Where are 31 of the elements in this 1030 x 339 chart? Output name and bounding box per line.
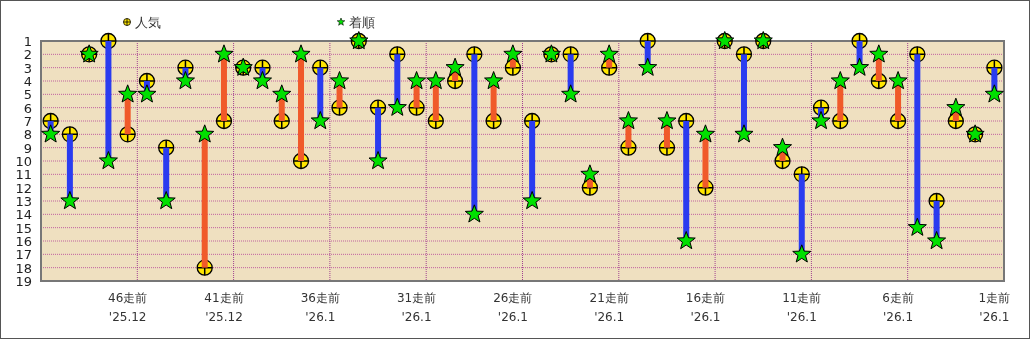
y-tick-label: 12 (15, 180, 32, 196)
y-tick-label: 16 (15, 234, 32, 249)
x-tick-label: 31走前 '26.1 (396, 291, 437, 324)
y-tick-label: 3 (23, 60, 32, 76)
y-tick-label: 4 (23, 74, 32, 89)
x-tick-label: 46走前 '25.12 (108, 291, 148, 324)
y-tick-label: 18 (15, 260, 32, 276)
x-tick-label: 6走前 '26.1 (882, 291, 914, 324)
y-tick-label: 1 (23, 34, 32, 49)
y-tick-label: 10 (15, 154, 32, 169)
y-tick-label: 15 (15, 220, 32, 236)
y-tick-label: 17 (15, 247, 32, 263)
y-tick-label: 9 (23, 140, 32, 156)
x-tick-label: 26走前 '26.1 (493, 291, 533, 324)
y-tick-label: 7 (23, 114, 32, 129)
x-tick-label: 41走前 '25.12 (204, 291, 244, 324)
x-tick-label: 1走前 '26.1 (978, 291, 1011, 324)
y-tick-label: 5 (23, 87, 32, 103)
y-tick-label: 6 (23, 100, 32, 116)
x-tick-label: 11走前 '26.1 (782, 291, 822, 324)
y-tick-label: 13 (15, 194, 32, 209)
legend-label: 人気 (135, 15, 161, 30)
x-tick-label: 16走前 '26.1 (685, 291, 726, 324)
y-tick-label: 14 (15, 207, 32, 223)
y-tick-label: 8 (23, 127, 32, 143)
y-tick-label: 2 (23, 47, 32, 63)
y-tick-label: 11 (15, 167, 32, 183)
x-tick-label: 36走前 '26.1 (300, 291, 340, 324)
legend-label: 着順 (349, 15, 375, 30)
x-tick-label: 21走前 '26.1 (589, 291, 629, 324)
y-tick-label: 19 (15, 274, 32, 289)
